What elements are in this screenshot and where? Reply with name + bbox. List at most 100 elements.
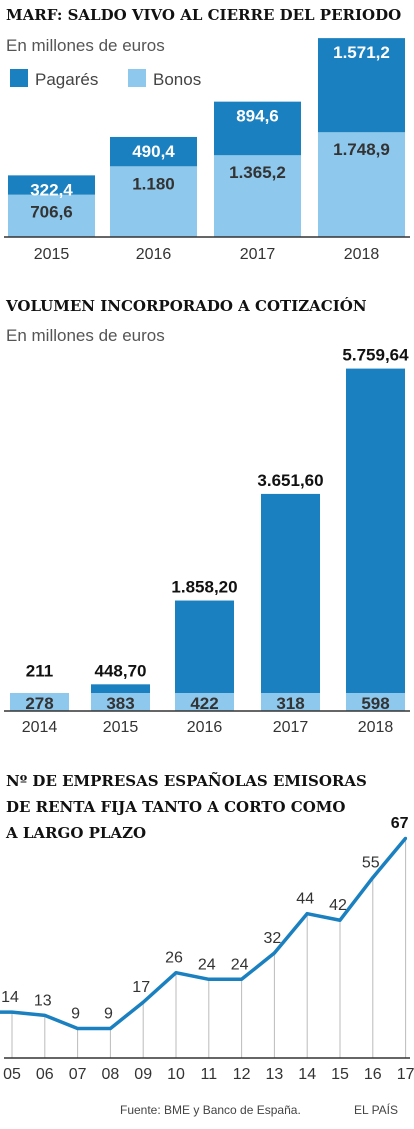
chart1-title: MARF: SALDO VIVO AL CIERRE DEL PERIODO — [6, 6, 401, 24]
base-segment-bar — [175, 693, 234, 711]
total-bar — [261, 493, 320, 711]
data-point — [371, 876, 375, 880]
x-tick-label: 2015 — [103, 719, 139, 736]
chart3-title-line2: DE RENTA FIJA TANTO A CORTO COMO — [6, 798, 345, 816]
base-segment-label: 278 — [25, 694, 53, 713]
data-point — [108, 1026, 112, 1030]
point-value-label: 13 — [34, 992, 52, 1009]
chart3-title-line3: A LARGO PLAZO — [5, 824, 146, 842]
x-tick-label: 2016 — [187, 719, 223, 736]
data-point — [76, 1026, 80, 1030]
x-tick-label: 12 — [233, 1066, 251, 1083]
x-tick-label: 2016 — [136, 246, 172, 263]
bonos-value-label: 1.748,9 — [333, 140, 390, 159]
base-segment-label: 598 — [361, 694, 389, 713]
base-segment-label: 422 — [190, 694, 218, 713]
data-point — [338, 918, 342, 922]
data-point — [240, 977, 244, 981]
chart2-plot: 278 211 2014 383 448,70 2015 422 1.858,20 2016 31… — [4, 346, 410, 736]
bonos-value-label: 706,6 — [30, 203, 73, 222]
base-segment-bar — [346, 693, 405, 711]
legend-pagares-label: Pagarés — [35, 70, 98, 89]
point-value-label: 17 — [132, 979, 150, 996]
bonos-value-label: 1.365,2 — [229, 163, 286, 182]
data-point — [305, 912, 309, 916]
base-segment-bar — [10, 693, 69, 711]
x-tick-label: 2018 — [358, 719, 394, 736]
base-segment-bar — [261, 693, 320, 711]
x-tick-label: 2017 — [273, 719, 309, 736]
x-tick-label: 11 — [200, 1066, 217, 1083]
x-tick-label: 09 — [134, 1066, 152, 1083]
data-point — [43, 1013, 47, 1017]
total-value-label: 1.858,20 — [171, 578, 237, 597]
pagares-bar — [214, 101, 301, 156]
pagares-bar — [8, 175, 95, 195]
point-value-label: 24 — [198, 956, 216, 973]
point-value-label: 26 — [165, 950, 183, 967]
x-tick-label: 2017 — [240, 246, 276, 263]
pagares-value-label: 894,6 — [236, 107, 279, 126]
point-value-label: 14 — [1, 989, 19, 1006]
total-value-label: 448,70 — [95, 661, 147, 680]
legend-bonos-label: Bonos — [153, 70, 201, 89]
pagares-bar — [318, 38, 405, 133]
pagares-bar — [110, 136, 197, 167]
point-value-label: 32 — [264, 930, 282, 947]
point-value-label: 9 — [104, 1005, 113, 1022]
x-tick-label: 13 — [266, 1066, 284, 1083]
data-point — [141, 1000, 145, 1004]
bonos-bar — [318, 132, 405, 237]
legend-pagares-swatch — [10, 69, 28, 87]
x-tick-label: 2018 — [344, 246, 380, 263]
total-bar — [346, 368, 405, 711]
pagares-value-label: 1.571,2 — [333, 43, 390, 62]
data-point — [174, 971, 178, 975]
point-value-label: 67 — [391, 815, 409, 832]
point-value-label: 55 — [362, 855, 380, 872]
chart1-subtitle: En millones de euros — [6, 36, 165, 55]
x-tick-label: 06 — [36, 1066, 54, 1083]
point-value-label: 44 — [296, 891, 314, 908]
base-segment-label: 318 — [276, 694, 304, 713]
bonos-bar — [8, 194, 95, 237]
x-tick-label: 15 — [331, 1066, 349, 1083]
bonos-value-label: 1.180 — [132, 174, 175, 193]
x-tick-label: 2014 — [22, 719, 58, 736]
total-value-label: 3.651,60 — [257, 471, 323, 490]
base-segment-label: 383 — [106, 694, 134, 713]
x-tick-label: 16 — [364, 1066, 382, 1083]
chart1-plot: 706,6 322,4 2015 1.180 490,4 2016 1.365,2 894,6… — [4, 38, 410, 263]
footer-brand: EL PAÍS — [354, 1102, 398, 1117]
x-tick-label: 14 — [298, 1066, 316, 1083]
total-bar — [175, 600, 234, 711]
bonos-bar — [214, 155, 301, 237]
x-tick-label: 08 — [102, 1066, 120, 1083]
chart3-plot: 14 05 13 06 9 07 9 08 17 09 26 10 24 11 24 12 32 13 44 14 42… — [0, 815, 414, 1083]
chart2-subtitle: En millones de euros — [6, 326, 165, 345]
x-tick-label: 10 — [167, 1066, 185, 1083]
x-tick-label: 2015 — [34, 246, 70, 263]
data-point — [207, 977, 211, 981]
pagares-value-label: 322,4 — [30, 180, 73, 199]
x-tick-label: 07 — [69, 1066, 87, 1083]
legend-bonos-swatch — [128, 69, 146, 87]
data-point — [272, 951, 276, 955]
total-value-label: 211 — [26, 661, 53, 680]
point-value-label: 24 — [231, 956, 249, 973]
pagares-value-label: 490,4 — [132, 142, 175, 161]
point-value-label: 9 — [71, 1005, 80, 1022]
point-value-label: 42 — [329, 897, 347, 914]
chart2-title: VOLUMEN INCORPORADO A COTIZACIÓN — [5, 297, 367, 315]
base-segment-bar — [91, 693, 150, 711]
footer-source: Fuente: BME y Banco de España. — [120, 1103, 301, 1117]
bonos-bar — [110, 166, 197, 237]
chart3-title-line1: Nº DE EMPRESAS ESPAÑOLAS EMISORAS — [6, 771, 367, 790]
series-line — [0, 837, 407, 1031]
data-point — [10, 1010, 14, 1014]
total-value-label: 5.759,64 — [342, 346, 409, 365]
x-tick-label: 05 — [3, 1066, 21, 1083]
x-tick-label: 17 — [397, 1066, 414, 1083]
data-point — [404, 836, 408, 840]
